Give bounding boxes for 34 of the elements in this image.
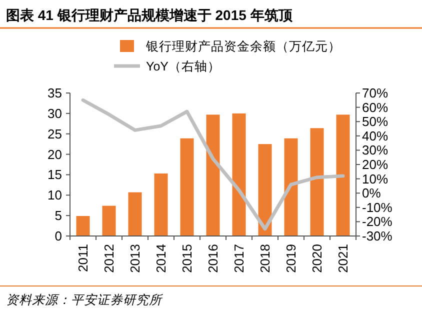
y2-tick-label: 30% xyxy=(362,142,388,158)
y-tick-label: 5 xyxy=(54,208,62,224)
y2-tick-label: -20% xyxy=(362,214,393,230)
x-tick-label: 2013 xyxy=(128,244,142,273)
x-tick-label: 2019 xyxy=(284,244,298,273)
y-tick-label: 30 xyxy=(48,106,62,121)
y2-tick-label: 60% xyxy=(362,100,388,115)
x-tick-label: 2020 xyxy=(310,244,324,273)
legend-label: YoY（右轴） xyxy=(146,60,220,74)
y2-tick-label: 10% xyxy=(362,171,388,186)
y-tick-label: 0 xyxy=(54,228,62,244)
y2-tick-label: 0% xyxy=(362,186,382,201)
x-tick-label: 2015 xyxy=(180,244,194,273)
y-tick-label: 35 xyxy=(48,86,62,100)
y2-tick-label: 20% xyxy=(362,157,388,172)
y-tick-label: 15 xyxy=(48,167,62,182)
y2-tick-label: -30% xyxy=(362,228,393,244)
x-tick-label: 2014 xyxy=(154,244,168,273)
legend-label: 银行理财产品资金余额（万亿元） xyxy=(145,40,341,54)
y2-tick-label: 70% xyxy=(362,86,388,100)
x-tick-label: 2018 xyxy=(258,244,272,273)
title: 图表 41 银行理财产品规模增速于 2015 年筑顶 xyxy=(6,7,292,23)
text: 资料来源：平安证券研究所 xyxy=(6,293,163,307)
x-tick-label: 2021 xyxy=(336,244,350,273)
y-tick-label: 25 xyxy=(48,126,62,142)
y-tick-label: 20 xyxy=(48,146,62,162)
x-tick-label: 2012 xyxy=(102,244,116,273)
x-tick-label: 2017 xyxy=(232,244,246,273)
y2-tick-label: 50% xyxy=(362,114,388,130)
y-tick-label: 10 xyxy=(48,188,62,203)
x-tick-label: 2011 xyxy=(76,244,90,272)
y2-tick-label: 40% xyxy=(362,128,388,144)
y2-tick-label: -10% xyxy=(362,200,393,215)
x-tick-label: 2016 xyxy=(206,244,220,273)
